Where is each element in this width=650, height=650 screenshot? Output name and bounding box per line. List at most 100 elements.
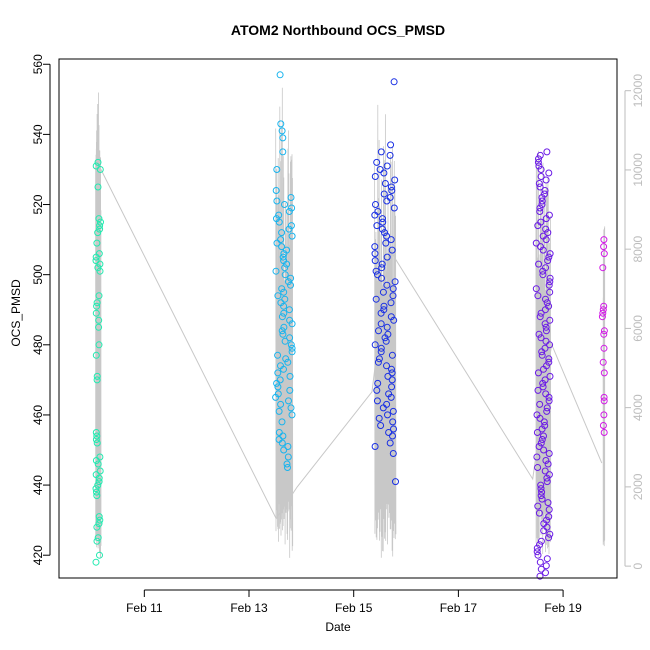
data-point-2-57	[377, 344, 385, 352]
data-point-2-40	[389, 285, 397, 293]
data-point-4-12	[600, 369, 608, 377]
data-point-3-118	[542, 562, 550, 570]
data-point-1-79	[284, 464, 291, 471]
data-point-4-16	[599, 422, 607, 429]
data-point-2-59	[388, 351, 396, 359]
data-point-2-49	[390, 316, 398, 324]
data-point-2-52	[375, 327, 382, 335]
y-tick-label-4: 500	[31, 264, 45, 284]
data-point-0-17	[93, 299, 101, 307]
data-point-3-79	[538, 425, 546, 433]
data-point-3-58	[538, 351, 546, 359]
data-point-2-64	[388, 369, 396, 377]
data-point-3-104	[545, 513, 553, 521]
y-tick-label-2: 460	[31, 405, 45, 425]
data-point-3-55	[546, 341, 554, 349]
data-point-3-109	[546, 530, 554, 538]
data-point-3-57	[538, 348, 546, 356]
data-point-2-85	[389, 450, 397, 457]
data-point-3-115	[534, 551, 542, 559]
data-point-2-60	[375, 355, 383, 363]
data-point-1-23	[280, 250, 288, 258]
data-point-3-46	[537, 309, 545, 317]
data-point-3-103	[535, 509, 543, 517]
data-point-2-78	[389, 418, 397, 426]
data-point-0-14	[94, 264, 102, 272]
data-point-2-48	[387, 313, 395, 321]
data-point-4-9	[600, 330, 608, 338]
data-point-3-97	[538, 488, 546, 496]
data-point-4-13	[600, 393, 608, 401]
data-point-1-65	[285, 397, 292, 405]
data-point-2-61	[374, 358, 382, 366]
data-point-3-0	[543, 148, 551, 156]
data-point-2-2	[377, 148, 385, 156]
data-point-1-66	[277, 400, 285, 408]
data-point-3-64	[546, 372, 554, 380]
data-point-3-2	[535, 155, 542, 163]
data-point-2-21	[379, 218, 387, 226]
data-point-1-75	[284, 443, 292, 450]
right-tick-label-1: 2000	[631, 473, 645, 500]
data-point-3-37	[546, 278, 554, 286]
data-point-3-15	[538, 201, 546, 208]
data-point-2-17	[390, 204, 398, 212]
data-point-2-62	[383, 362, 390, 370]
data-point-3-22	[542, 225, 550, 233]
data-point-3-31	[544, 257, 552, 265]
data-point-1-40	[280, 309, 288, 317]
data-point-1-58	[286, 372, 294, 380]
x-tick-label-1: Feb 13	[230, 601, 268, 615]
data-point-3-13	[538, 194, 546, 201]
data-point-0-1	[92, 162, 100, 170]
data-point-3-34	[539, 267, 547, 275]
data-point-4-0	[600, 236, 608, 244]
data-point-1-24	[279, 253, 287, 261]
data-point-2-26	[387, 236, 395, 244]
data-point-3-6	[545, 169, 553, 177]
data-point-1-48	[281, 337, 289, 345]
data-point-2-74	[379, 404, 387, 412]
data-point-3-73	[543, 404, 551, 412]
data-point-0-24	[93, 372, 101, 380]
secondary-spike-3	[535, 150, 552, 557]
data-point-3-111	[537, 537, 545, 545]
data-point-2-0	[390, 78, 398, 86]
data-point-0-8	[94, 229, 102, 237]
data-point-0-33	[96, 467, 104, 475]
data-point-1-64	[272, 393, 280, 401]
data-point-4-5	[599, 306, 607, 314]
chart-title: ATOM2 Northbound OCS_PMSD	[231, 22, 445, 38]
data-point-3-87	[533, 453, 541, 461]
data-point-3-38	[545, 281, 553, 289]
data-point-3-17	[536, 208, 544, 215]
data-point-1-44	[280, 323, 288, 331]
data-point-3-112	[536, 541, 543, 549]
data-point-4-6	[599, 309, 607, 317]
data-point-0-41	[95, 513, 103, 521]
data-point-2-76	[384, 411, 391, 419]
data-point-4-3	[599, 264, 607, 272]
data-point-2-16	[372, 201, 379, 208]
data-point-2-45	[380, 302, 388, 310]
data-point-0-7	[96, 225, 104, 233]
data-point-0-45	[94, 534, 102, 542]
data-point-2-33	[378, 260, 386, 268]
data-point-3-114	[533, 548, 541, 556]
data-point-2-55	[382, 337, 390, 345]
data-point-3-45	[541, 306, 549, 314]
data-point-2-68	[388, 383, 396, 391]
x-tick-label-4: Feb 19	[544, 601, 582, 615]
data-point-2-83	[386, 439, 394, 447]
data-point-2-30	[371, 250, 379, 258]
data-point-1-38	[280, 302, 288, 310]
y-axis-label: OCS_PMSD	[9, 279, 23, 347]
data-point-3-39	[532, 285, 540, 293]
data-point-2-22	[373, 222, 381, 230]
x-tick-label-3: Feb 17	[440, 601, 478, 615]
data-point-4-17	[600, 429, 608, 436]
data-point-1-50	[288, 344, 296, 352]
right-tick-label-2: 4000	[631, 394, 645, 421]
data-point-2-31	[383, 253, 391, 261]
data-point-1-17	[278, 229, 286, 237]
